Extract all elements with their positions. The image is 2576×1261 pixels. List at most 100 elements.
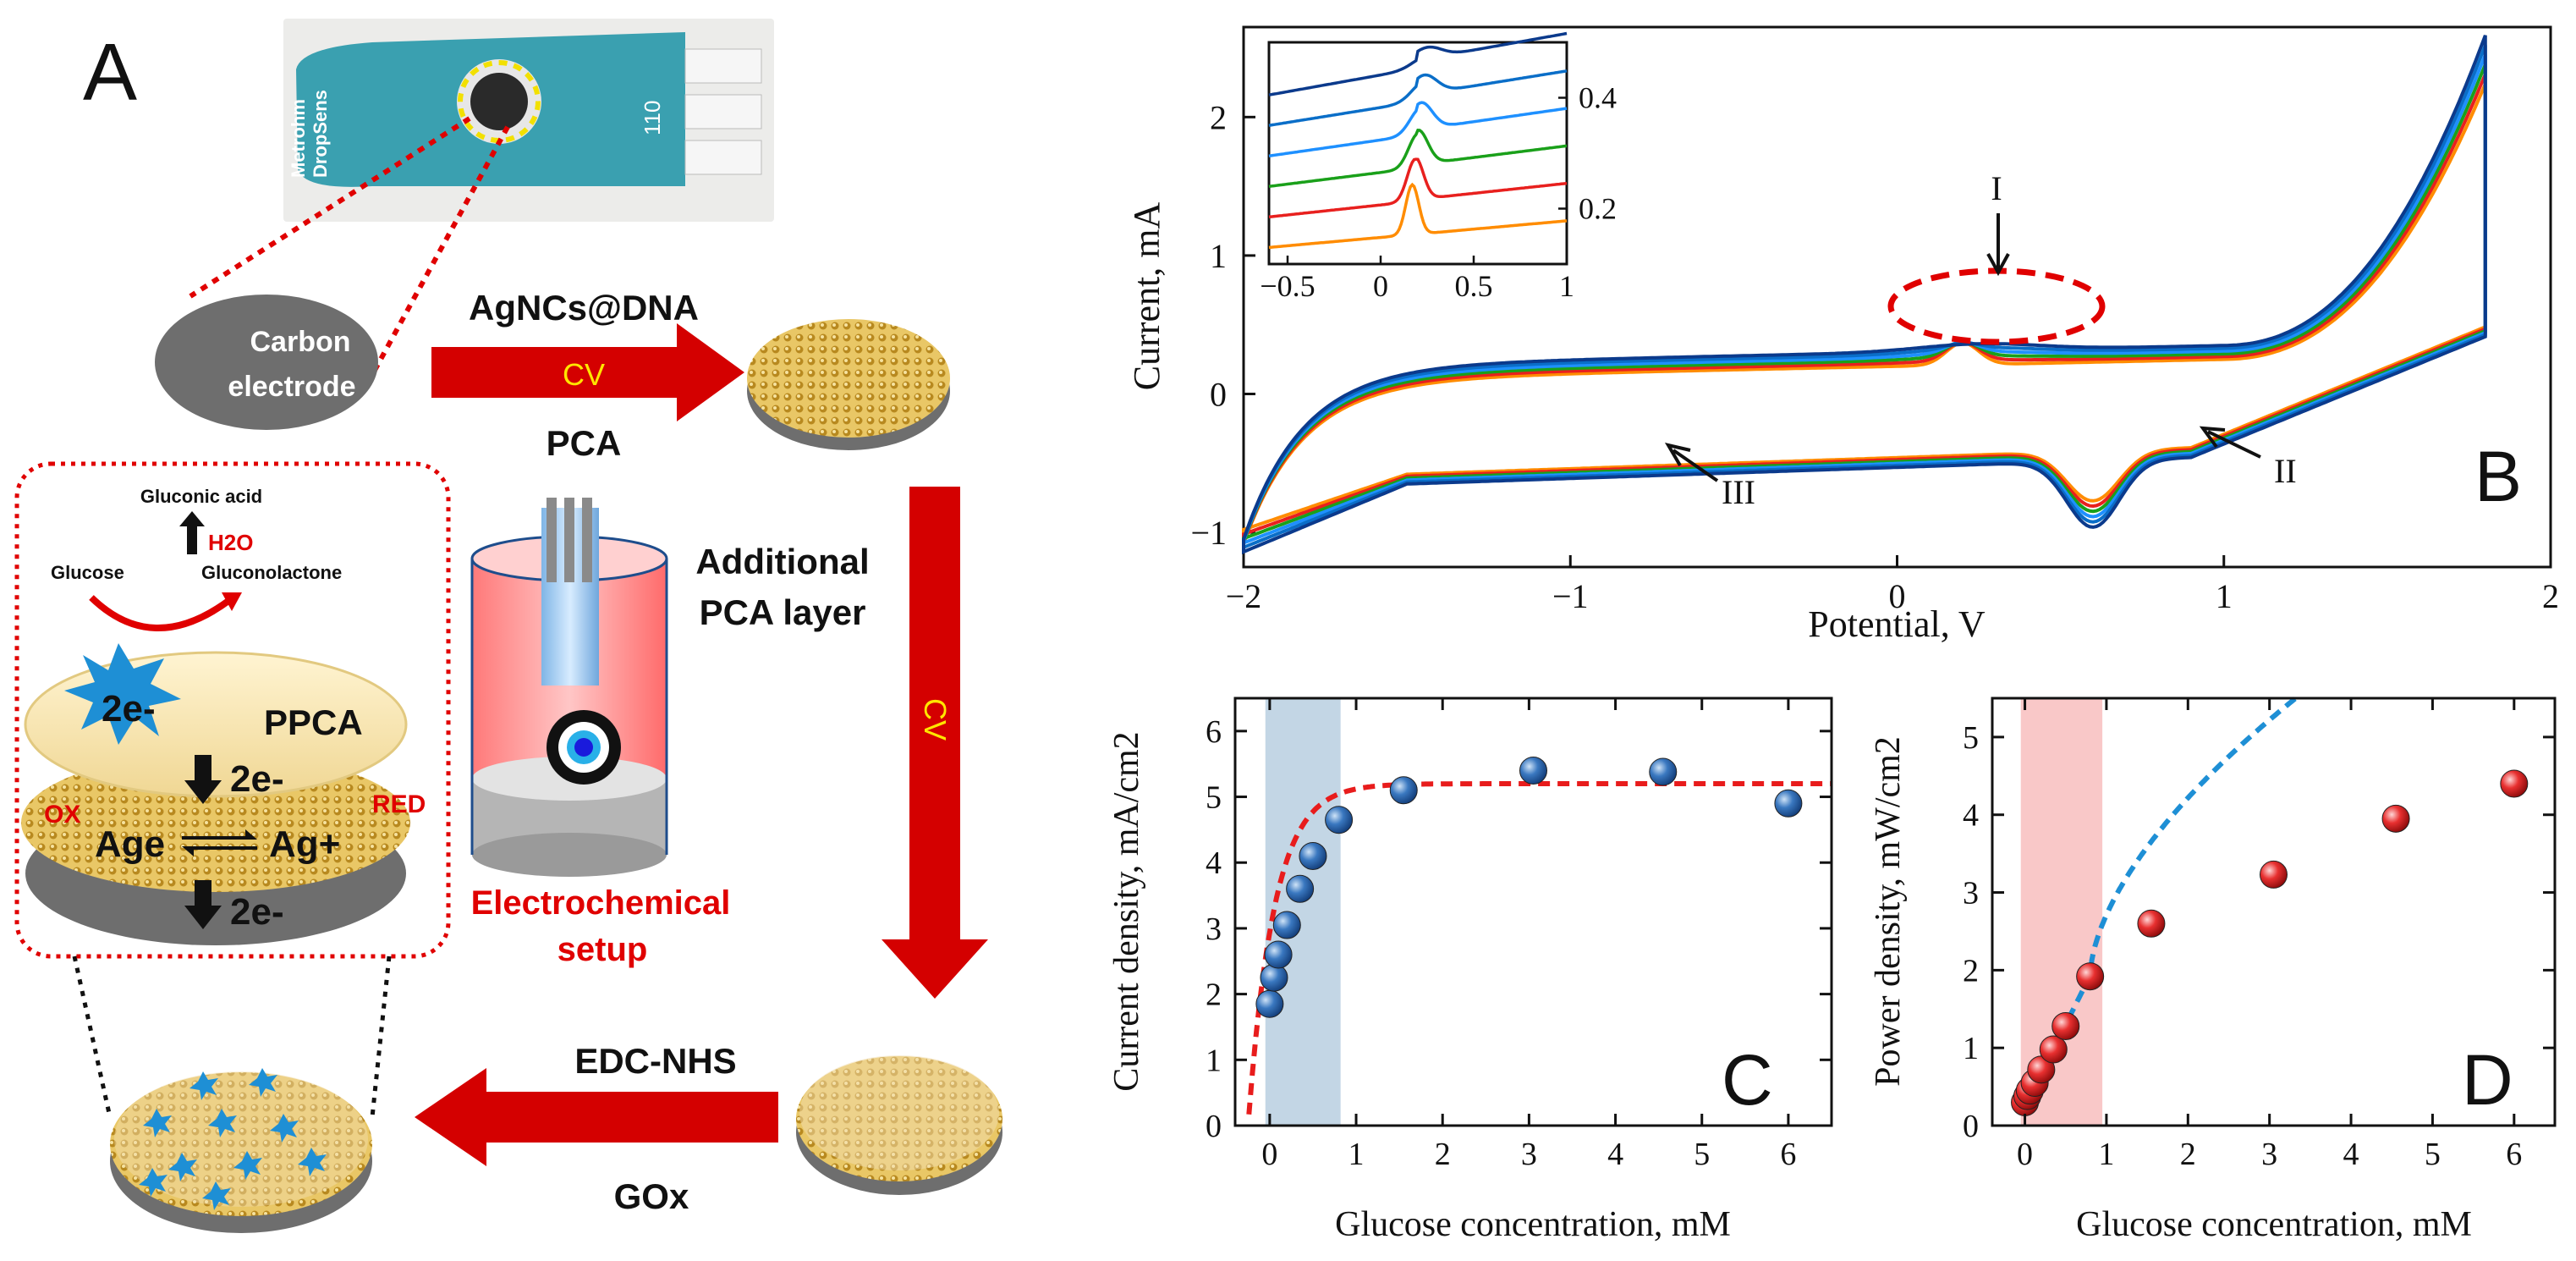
ytick-label: 1 — [1963, 1031, 1979, 1066]
h2o-label: H2O — [208, 530, 253, 555]
panel-c-xlabel: Glucose concentration, mM — [1335, 1205, 1731, 1244]
peak-i-highlight — [1887, 267, 2106, 345]
panel-c-ylabel: Current density, mA/cm2 — [1107, 731, 1146, 1091]
step3-arrow — [415, 1068, 778, 1166]
data-point — [2381, 804, 2410, 833]
ytick-label: 4 — [1963, 798, 1979, 834]
data-point — [1260, 963, 1288, 992]
sensor-brand-line2: DropSens — [310, 90, 331, 178]
inset-curve — [1268, 128, 1568, 189]
inset-xtick-label: 0.5 — [1455, 269, 1493, 303]
panel-b-label: B — [2474, 437, 2522, 516]
xtick-label: 2 — [2180, 1137, 2196, 1172]
gluconolactone-label: Gluconolactone — [201, 562, 342, 583]
panel-c-chart: 0 1 2 3 4 5 6 0 1 2 3 4 5 6 C Glucose concentration, … — [1107, 697, 1833, 1244]
panel-b-inset: −0.5 0 0.5 1 0.2 0.4 — [1260, 31, 1617, 303]
annotation-ii-arrow — [2199, 426, 2261, 459]
carbon-electrode — [155, 295, 378, 430]
panel-c-points — [1255, 756, 1803, 1018]
ytick-label: 3 — [1963, 876, 1979, 911]
panel-d-frame — [1991, 697, 2557, 1127]
step1-bottom-label: PCA — [547, 423, 622, 463]
data-point — [1519, 756, 1547, 785]
panel-d-chart: 0 1 2 3 4 5 6 0 1 2 3 4 5 D Glucose concentration, m… — [1869, 696, 2557, 1244]
annotation-ii: II — [2274, 452, 2297, 490]
step2-arrow-label: CV — [918, 698, 953, 741]
inset-curve — [1268, 182, 1568, 250]
panel-b-xtick-label: 0 — [1889, 577, 1906, 615]
xtick-label: 1 — [1348, 1137, 1365, 1172]
annotation-iii: III — [1722, 473, 1755, 511]
data-point — [2039, 1035, 2068, 1064]
panel-b-cv-chart: −2 −1 0 1 2 −1 0 1 2 I II III B Potential, V Cur… — [1126, 25, 2559, 645]
ppca-label: PPCA — [264, 702, 363, 742]
step3-top-label: EDC-NHS — [574, 1041, 736, 1081]
ytick-label: 5 — [1206, 780, 1222, 816]
inset-ytick-label: 0.2 — [1579, 192, 1617, 226]
ytick-label: 0 — [1963, 1109, 1979, 1144]
annotation-iii-arrow — [1664, 443, 1719, 482]
ox-label: OX — [44, 801, 80, 829]
inset-curve — [1268, 69, 1568, 128]
panel-b-ytick-label: 1 — [1210, 237, 1227, 275]
ytick-label: 3 — [1206, 911, 1222, 947]
gox-enzyme-icon — [139, 1068, 327, 1210]
inset-xtick-label: 0 — [1373, 269, 1388, 303]
panel-d-ticks: 0 1 2 3 4 5 6 0 1 2 3 4 5 — [1963, 698, 2555, 1172]
ytick-label: 5 — [1963, 720, 1979, 756]
down-arrow-icon-2 — [184, 880, 222, 929]
up-arrow-icon — [179, 511, 205, 554]
panel-b-ytick-label: 2 — [1210, 98, 1227, 136]
panel-b-xtick-label: 1 — [2216, 577, 2233, 615]
annotation-i-arrow — [1986, 213, 2010, 277]
equilibrium-arrows-icon — [182, 829, 257, 856]
carbon-electrode-label-2: electrode — [228, 371, 355, 403]
data-point — [1325, 806, 1354, 834]
electron-bottom-label: 2e- — [230, 891, 284, 933]
xtick-label: 2 — [1435, 1137, 1451, 1172]
step2-arrow — [882, 487, 988, 999]
annotation-i: I — [1991, 169, 2002, 207]
inset-curves — [1268, 31, 1568, 250]
reaction-arrow-head — [222, 592, 242, 611]
step1-arrow — [431, 323, 744, 421]
xtick-label: 3 — [1521, 1137, 1537, 1172]
panel-b-xtick-label: −1 — [1552, 577, 1589, 615]
panel-b-xlabel: Potential, V — [1808, 603, 1986, 645]
xtick-label: 1 — [2098, 1137, 2114, 1172]
ytick-label: 1 — [1206, 1043, 1222, 1078]
modified-disc-2 — [796, 1055, 1002, 1195]
data-point — [2051, 1011, 2080, 1040]
xtick-label: 0 — [2017, 1137, 2033, 1172]
gluconic-acid-label: Gluconic acid — [140, 486, 262, 507]
panel-b-xtick-label: 2 — [2542, 577, 2559, 615]
panel-d-points — [2011, 769, 2529, 1116]
panel-b-ticks: −2 −1 0 1 2 −1 0 1 2 — [1190, 98, 2559, 615]
mechanism-box: Gluconic acid H2O Glucose Gluconolactone… — [14, 461, 451, 959]
data-point — [2260, 860, 2288, 889]
inset-curve — [1268, 157, 1568, 219]
zoom-line-bottom-left — [72, 955, 113, 1118]
panel-a-label: A — [83, 27, 137, 118]
inset-xtick-label: −0.5 — [1260, 269, 1315, 303]
zoom-line-left — [189, 116, 471, 299]
panel-b-ylabel: Current, mA — [1126, 202, 1167, 391]
data-point — [1255, 989, 1284, 1018]
screen-printed-sensor: Metrohm DropSens 110 — [283, 19, 774, 222]
electrochemical-setup — [470, 498, 668, 877]
zoom-line-bottom-right — [370, 955, 392, 1118]
agplus-label: Ag+ — [269, 823, 340, 865]
ytick-label: 4 — [1206, 845, 1222, 881]
inset-curve — [1268, 101, 1568, 158]
red-label: RED — [372, 790, 426, 818]
enzyme-star-icon — [64, 643, 181, 745]
panel-d-label: D — [2462, 1040, 2513, 1120]
inset-xtick-label: 1 — [1559, 269, 1574, 303]
carbon-electrode-label-1: Carbon — [250, 326, 351, 358]
data-point — [1272, 911, 1301, 939]
panel-b-curves — [1242, 35, 2487, 554]
ag0-label: Age — [95, 823, 165, 865]
xtick-label: 5 — [2425, 1137, 2441, 1172]
data-point — [1299, 841, 1327, 870]
